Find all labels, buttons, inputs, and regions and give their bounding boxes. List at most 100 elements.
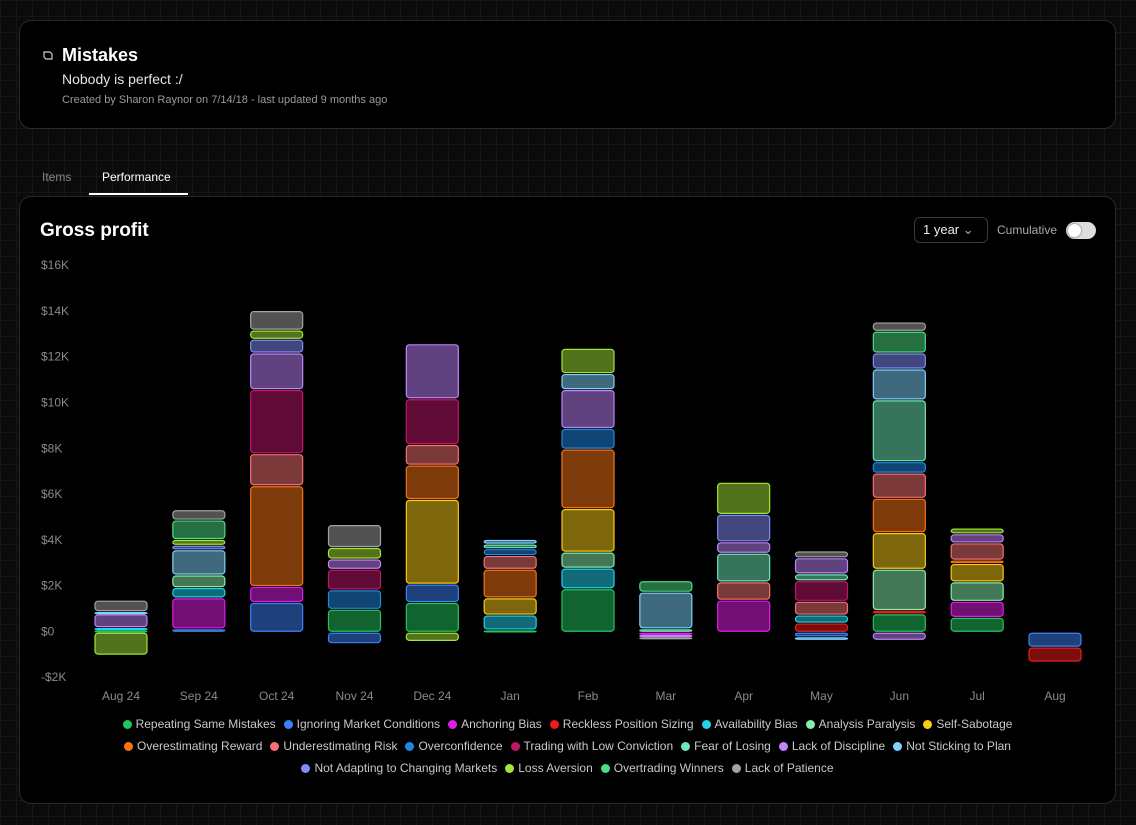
legend-label: Fear of Losing: [694, 739, 771, 753]
legend-item[interactable]: Trading with Low Conviction: [510, 739, 674, 753]
bar-segment: [872, 322, 926, 331]
legend-item[interactable]: Ignoring Market Conditions: [283, 717, 440, 731]
bar-segment: [250, 390, 304, 454]
header-card: Mistakes Nobody is perfect :/ Created by…: [19, 20, 1116, 129]
legend-item[interactable]: Lack of Discipline: [778, 739, 885, 753]
bar-segment: [250, 353, 304, 390]
bar-segment: [950, 617, 1004, 632]
bar-segment: [172, 598, 226, 629]
legend-item[interactable]: Availability Bias: [701, 717, 798, 731]
x-tick-label: Mar: [655, 689, 676, 703]
legend-label: Not Adapting to Changing Markets: [314, 761, 498, 775]
bar-segment: [250, 339, 304, 353]
legend-label: Trading with Low Conviction: [523, 739, 674, 753]
bar-segment: [872, 569, 926, 611]
bar-segment: [872, 462, 926, 473]
legend-item[interactable]: Overtrading Winners: [600, 761, 724, 775]
x-tick-label: Aug 24: [102, 689, 140, 703]
bar-segment: [405, 465, 459, 500]
bar-segment: [872, 614, 926, 632]
bar-segment: [794, 551, 849, 558]
bar-segment: [639, 634, 693, 638]
bar-segment: [250, 486, 304, 587]
legend-item[interactable]: Repeating Same Mistakes: [122, 717, 276, 731]
legend-swatch: [778, 741, 788, 751]
legend-item[interactable]: Analysis Paralysis: [805, 717, 916, 731]
legend-swatch: [731, 763, 741, 773]
legend-swatch: [681, 741, 691, 751]
legend-label: Reckless Position Sizing: [562, 717, 694, 731]
bar-segment: [561, 428, 615, 449]
bar-segment: [327, 609, 382, 632]
legend-swatch: [510, 741, 520, 751]
x-tick-label: Aug: [1044, 689, 1065, 703]
legend-swatch: [505, 763, 515, 773]
bar-segment: [561, 552, 615, 568]
legend-swatch: [805, 719, 815, 729]
bar-segment: [405, 344, 459, 399]
legend-swatch: [122, 719, 132, 729]
bar-segment: [794, 632, 849, 637]
legend-swatch: [923, 719, 933, 729]
legend-item[interactable]: Reckless Position Sizing: [549, 717, 694, 731]
legend-label: Repeating Same Mistakes: [135, 717, 276, 731]
bar-segment: [1028, 647, 1082, 662]
legend-item[interactable]: Overestimating Reward: [124, 739, 262, 753]
legend-label: Underestimating Risk: [283, 739, 398, 753]
bar-segment: [327, 590, 382, 609]
legend-item[interactable]: Self-Sabotage: [923, 717, 1012, 731]
range-dropdown[interactable]: 1 year ⌄: [914, 217, 988, 243]
legend-label: Overtrading Winners: [613, 761, 724, 775]
bar-segment: [405, 584, 459, 603]
bar-segment: [172, 545, 226, 550]
legend-item[interactable]: Underestimating Risk: [270, 739, 397, 753]
bar-segment: [561, 373, 615, 390]
legend-swatch: [124, 741, 134, 751]
bar-segment: [639, 592, 693, 629]
bar-segment: [172, 575, 226, 588]
icon: [43, 51, 53, 60]
bar-segment: [405, 444, 459, 465]
legend-item[interactable]: Overconfidence: [405, 739, 503, 753]
x-tick-label: Apr: [734, 689, 753, 703]
legend-label: Analysis Paralysis: [818, 717, 916, 731]
bar-segment: [872, 610, 926, 614]
bar-segment: [872, 473, 926, 498]
cumulative-toggle[interactable]: [1066, 222, 1096, 239]
legend-item[interactable]: Loss Aversion: [505, 761, 593, 775]
bar-segment: [172, 510, 226, 520]
x-tick-label: May: [810, 689, 833, 703]
legend-item[interactable]: Anchoring Bias: [448, 717, 542, 731]
y-tick-label: $16K: [41, 258, 69, 272]
y-tick-label: $6K: [41, 487, 62, 501]
bar-segment: [794, 581, 849, 601]
bar-segment: [872, 369, 926, 400]
tab-active[interactable]: Performance: [102, 170, 171, 184]
bar-segment: [172, 539, 226, 545]
legend-label: Loss Aversion: [518, 761, 593, 775]
bar-segment: [872, 353, 926, 369]
legend-swatch: [600, 763, 610, 773]
bar-segment: [872, 498, 926, 533]
x-tick-label: Sep 24: [180, 689, 218, 703]
tab[interactable]: Items: [42, 170, 72, 184]
bar-segment: [561, 589, 615, 632]
bar-segment: [717, 514, 771, 542]
bar-segment: [483, 544, 537, 549]
legend-item[interactable]: Not Sticking to Plan: [893, 739, 1011, 753]
bar-segment: [483, 539, 537, 544]
y-tick-label: $4K: [41, 533, 62, 547]
bar-segment: [94, 600, 148, 612]
bar-segment: [172, 520, 226, 540]
legend-item[interactable]: Not Adapting to Changing Markets: [301, 761, 497, 775]
bar-segment: [872, 533, 926, 569]
legend: Repeating Same Mistakes Ignoring Market C…: [19, 713, 1116, 779]
bar-segment: [561, 390, 615, 429]
legend-item[interactable]: Fear of Losing: [681, 739, 771, 753]
bar-segment: [717, 600, 771, 632]
x-tick-label: Jan: [500, 689, 519, 703]
legend-label: Overconfidence: [418, 739, 503, 753]
chart-title: Gross profit: [40, 220, 149, 241]
legend-item[interactable]: Lack of Patience: [731, 761, 834, 775]
bar-segment: [561, 348, 615, 374]
